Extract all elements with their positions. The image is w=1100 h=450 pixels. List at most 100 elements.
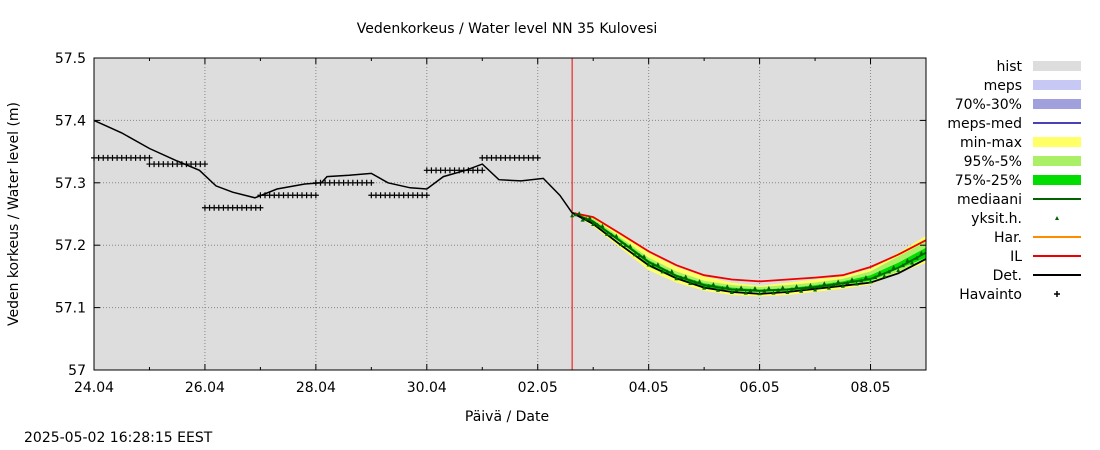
forecast-bands <box>572 212 926 297</box>
legend-swatch <box>1033 61 1081 71</box>
ensemble-member-marker <box>651 262 656 267</box>
ensemble-member-marker <box>803 285 808 290</box>
ensemble-member-marker <box>776 287 781 292</box>
ensemble-member-marker <box>683 274 688 279</box>
ensemble-member-marker <box>595 222 600 227</box>
observation-marker <box>257 204 264 211</box>
ensemble-member-marker <box>591 221 596 226</box>
ensemble-member-marker <box>919 250 924 255</box>
ensemble-member-marker <box>697 279 702 284</box>
ensemble-member-marker <box>854 281 859 286</box>
ensemble-member-marker <box>771 290 776 295</box>
observation-marker <box>479 167 486 174</box>
ensemble-member-marker <box>785 290 790 294</box>
ensemble-member-marker <box>836 279 841 284</box>
ensemble-member-marker <box>831 282 836 287</box>
ensemble-member-marker <box>688 280 693 285</box>
x-tick-label: 02.05 <box>518 380 558 396</box>
plot-area <box>94 58 926 370</box>
y-tick-label: 57.5 <box>55 51 86 67</box>
chart-title: Vedenkorkeus / Water level NN 35 Kuloves… <box>357 21 658 37</box>
legend-label: meps <box>984 78 1022 94</box>
ensemble-member-marker <box>859 278 864 283</box>
legend-swatch <box>1033 175 1081 185</box>
observation-marker <box>312 192 319 199</box>
ensemble-member-marker <box>780 285 785 290</box>
ensemble-member-marker <box>669 268 674 273</box>
ensemble-member-marker <box>614 233 619 238</box>
ensemble-member-marker <box>762 288 767 293</box>
ensemble-member-marker <box>646 262 651 267</box>
legend-label: meps-med <box>947 116 1022 132</box>
legend-label: 75%-25% <box>955 173 1022 189</box>
y-tick-label: 57 <box>68 363 86 379</box>
ensemble-member-marker <box>794 284 799 289</box>
ensemble-member-marker <box>910 260 915 265</box>
ensemble-member-marker <box>905 258 910 263</box>
plot-frame <box>93 57 927 371</box>
legend-label: Det. <box>993 268 1022 284</box>
legend-label: IL <box>1010 249 1022 265</box>
y-tick-label: 57.1 <box>55 301 86 317</box>
ensemble-member-marker <box>720 286 725 291</box>
observation-marker <box>368 179 375 186</box>
ensemble-member-marker <box>632 252 637 257</box>
ensemble-member-marker <box>637 253 642 258</box>
ensemble-member-marker <box>752 286 757 291</box>
ensemble-member-marker <box>711 282 716 287</box>
ensemble-member-marker <box>766 285 771 290</box>
ensemble-member-marker <box>660 269 665 274</box>
ensemble-member-marker <box>716 287 720 292</box>
ensemble-member-marker <box>573 212 578 217</box>
ensemble-member-marker <box>570 213 575 218</box>
ensemble-member-marker <box>600 223 605 228</box>
ensemble-member-marker <box>808 282 813 287</box>
y-tick-label: 57.3 <box>55 176 86 192</box>
legend-swatch <box>1033 99 1081 109</box>
ensemble-member-marker <box>725 284 730 289</box>
observation-marker <box>201 161 208 168</box>
ensemble-member-marker <box>584 216 589 221</box>
ensemble-member-marker <box>618 241 623 246</box>
observations <box>91 154 541 211</box>
line-det-history <box>93 119 573 214</box>
legend-label: Har. <box>994 230 1022 246</box>
y-tick-label: 57.4 <box>55 113 86 129</box>
legend-swatch <box>1055 216 1059 220</box>
ensemble-member-marker <box>850 277 855 282</box>
ensemble-member-marker <box>692 280 697 285</box>
ensemble-member-marker <box>665 269 670 274</box>
legend-swatch <box>1033 156 1081 166</box>
legend-label: 70%-30% <box>955 97 1022 113</box>
ensemble-member-marker <box>605 231 610 236</box>
ensemble-member-marker <box>896 268 901 273</box>
ensemble-member-marker <box>702 285 707 290</box>
ensemble-member-marker <box>739 285 744 290</box>
x-tick-label: 26.04 <box>185 380 225 396</box>
legend-swatch <box>1033 137 1081 147</box>
ensemble-member-marker <box>799 288 804 293</box>
ensemble-member-marker <box>577 211 582 216</box>
legend-swatch <box>1033 80 1081 90</box>
observation-marker <box>534 154 541 161</box>
ensemble-member-marker <box>674 276 679 281</box>
ensemble-member-marker <box>757 291 762 296</box>
observation-marker <box>146 154 153 161</box>
band-min-max <box>572 212 926 297</box>
ensemble-member-marker <box>873 275 878 280</box>
x-tick-label: 06.05 <box>740 380 780 396</box>
line-il <box>571 211 927 283</box>
ensemble-member-marker <box>877 270 882 275</box>
ensemble-member-marker <box>817 284 822 289</box>
ensemble-member-marker <box>734 287 739 292</box>
y-tick-label: 57.2 <box>55 238 86 254</box>
timestamp: 2025-05-02 16:28:15 EEST <box>24 430 213 446</box>
grid-lines <box>94 58 926 370</box>
ensemble-member-marker <box>845 280 850 285</box>
legend-label: mediaani <box>957 192 1022 208</box>
ensemble-member-marker <box>789 287 794 292</box>
ensemble-member-marker <box>813 287 818 292</box>
ensemble-member-marker <box>748 288 753 293</box>
x-tick-label: 30.04 <box>407 380 447 396</box>
